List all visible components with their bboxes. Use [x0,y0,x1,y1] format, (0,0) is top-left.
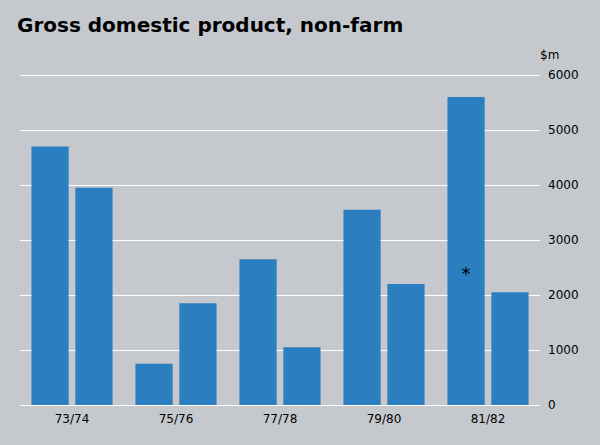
svg-text:*: * [462,263,471,284]
svg-text:81/82: 81/82 [471,412,506,426]
svg-text:2000: 2000 [548,288,579,302]
svg-text:1000: 1000 [548,343,579,357]
svg-text:5000: 5000 [548,123,579,137]
svg-text:Gross domestic product, non-fa: Gross domestic product, non-farm [17,13,403,37]
svg-text:6000: 6000 [548,68,579,82]
svg-text:$m: $m [540,48,559,62]
svg-text:0: 0 [548,398,556,412]
svg-text:79/80: 79/80 [367,412,402,426]
svg-text:73/74: 73/74 [55,412,90,426]
svg-text:4000: 4000 [548,178,579,192]
svg-text:3000: 3000 [548,233,579,247]
svg-text:75/76: 75/76 [159,412,194,426]
svg-text:77/78: 77/78 [263,412,298,426]
